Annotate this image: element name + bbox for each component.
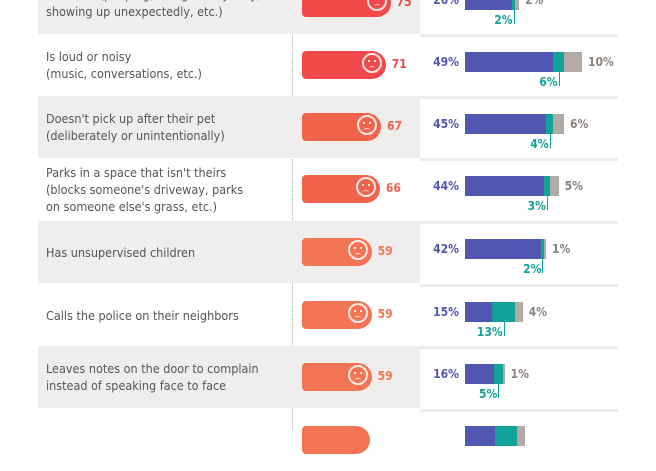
- score-value: 67: [387, 119, 403, 133]
- gray-pct-label: 1%: [510, 367, 529, 381]
- stacked-bar-segment: [495, 426, 517, 446]
- score-value: 71: [391, 57, 407, 71]
- gray-bar: [544, 239, 546, 259]
- score-value: 75: [396, 0, 412, 9]
- blue-bar: [465, 302, 492, 322]
- chart-row-partial: [0, 409, 656, 471]
- score-bar: [302, 426, 370, 454]
- frown-face-icon: [347, 240, 368, 260]
- frown-face-icon: [357, 115, 378, 135]
- score-bar: [302, 301, 372, 329]
- frown-face-icon: [366, 0, 387, 11]
- gray-pct-label: 6%: [570, 117, 589, 131]
- blue-bar: [465, 52, 554, 72]
- frown-face-icon: [361, 53, 382, 73]
- teal-pct-label: 5%: [478, 387, 498, 401]
- behavior-label: Is loud or noisy (music, conversations, …: [46, 49, 202, 81]
- score-bar: [302, 51, 386, 79]
- row-separator: [420, 34, 618, 37]
- blue-bar: [465, 0, 512, 10]
- blue-pct-label: 45%: [433, 117, 459, 131]
- gray-bar: [549, 176, 559, 196]
- chart-row: Has unsupervised children 59 42% 1% 2%: [0, 221, 656, 283]
- blue-pct-label: 49%: [433, 55, 459, 69]
- teal-bar: [511, 0, 516, 10]
- score-bar: [302, 175, 380, 203]
- chart-row: Leaves notes on the door to complain ins…: [0, 346, 656, 408]
- teal-bar: [493, 364, 503, 384]
- teal-bar: [546, 114, 554, 134]
- teal-bar: [540, 239, 545, 259]
- gray-pct-label: 5%: [564, 179, 583, 193]
- teal-leader-line: [546, 196, 548, 210]
- blue-bar: [465, 364, 494, 384]
- stacked-bar-segment: [517, 426, 525, 446]
- behavior-label: Calls the police on their neighbors: [46, 307, 239, 323]
- teal-bar: [553, 52, 564, 72]
- chart-row: Parks in a space that isn't theirs (bloc…: [0, 158, 656, 220]
- behavior-label: Leaves notes on the door to complain ins…: [46, 361, 259, 393]
- teal-leader-line: [513, 10, 515, 24]
- gray-bar: [564, 52, 582, 72]
- score-value: 66: [385, 181, 401, 195]
- frown-face-icon: [347, 303, 368, 323]
- stacked-bar-segment: [465, 426, 495, 446]
- blue-pct-label: 42%: [433, 242, 459, 256]
- chart-row: Doesn't pick up after their pet (deliber…: [0, 96, 656, 158]
- teal-pct-label: 3%: [527, 199, 546, 213]
- teal-leader-line: [498, 384, 500, 398]
- teal-bar: [492, 302, 516, 322]
- teal-pct-label: 2%: [523, 262, 542, 276]
- blue-bar: [465, 114, 546, 134]
- teal-pct-label: 2%: [494, 13, 513, 27]
- teal-leader-line: [558, 72, 560, 86]
- row-separator: [420, 346, 618, 349]
- score-bar: [302, 363, 372, 391]
- gray-pct-label: 4%: [528, 305, 547, 319]
- gray-bar: [553, 114, 564, 134]
- score-bar: [302, 0, 391, 17]
- chart-row: Is loud or noisy (music, conversations, …: [0, 34, 656, 96]
- teal-pct-label: 6%: [539, 75, 558, 89]
- teal-leader-line: [503, 322, 505, 336]
- gray-bar: [502, 364, 505, 384]
- chart-row: Calls the police on their neighbors 59 15%…: [0, 284, 656, 346]
- gray-pct-label: 2%: [525, 0, 544, 7]
- row-separator: [420, 409, 618, 412]
- row-separator: [420, 158, 618, 161]
- chart-row: of others (peeping, being a busybody, sh…: [0, 0, 656, 34]
- frown-face-icon: [347, 365, 368, 385]
- row-separator: [420, 284, 618, 287]
- score-value: 59: [377, 369, 393, 383]
- teal-leader-line: [549, 134, 551, 148]
- score-value: 59: [377, 307, 393, 321]
- gray-pct-label: 10%: [588, 55, 614, 69]
- gray-bar: [515, 0, 519, 10]
- behavior-label: Doesn't pick up after their pet (deliber…: [46, 111, 225, 143]
- blue-pct-label: 16%: [433, 367, 459, 381]
- divider-line: [292, 0, 293, 430]
- row-separator: [420, 96, 618, 99]
- frown-face-icon: [355, 177, 376, 197]
- teal-leader-line: [542, 259, 544, 273]
- teal-bar: [544, 176, 550, 196]
- gray-bar: [515, 302, 523, 322]
- chart-rows: of others (peeping, being a busybody, sh…: [0, 0, 656, 454]
- blue-bar: [465, 239, 541, 259]
- teal-pct-label: 4%: [530, 137, 549, 151]
- behavior-label: Parks in a space that isn't theirs (bloc…: [46, 164, 244, 214]
- behavior-label: of others (peeping, being a busybody, sh…: [46, 0, 261, 19]
- row-separator: [420, 221, 618, 224]
- score-bar: [302, 238, 372, 266]
- behavior-label: Has unsupervised children: [46, 244, 196, 260]
- blue-pct-label: 26%: [433, 0, 459, 7]
- gray-pct-label: 1%: [552, 242, 571, 256]
- blue-bar: [465, 176, 545, 196]
- score-value: 59: [377, 244, 393, 258]
- blue-pct-label: 44%: [433, 179, 459, 193]
- score-bar: [302, 113, 382, 141]
- teal-pct-label: 13%: [476, 325, 503, 339]
- blue-pct-label: 15%: [433, 305, 459, 319]
